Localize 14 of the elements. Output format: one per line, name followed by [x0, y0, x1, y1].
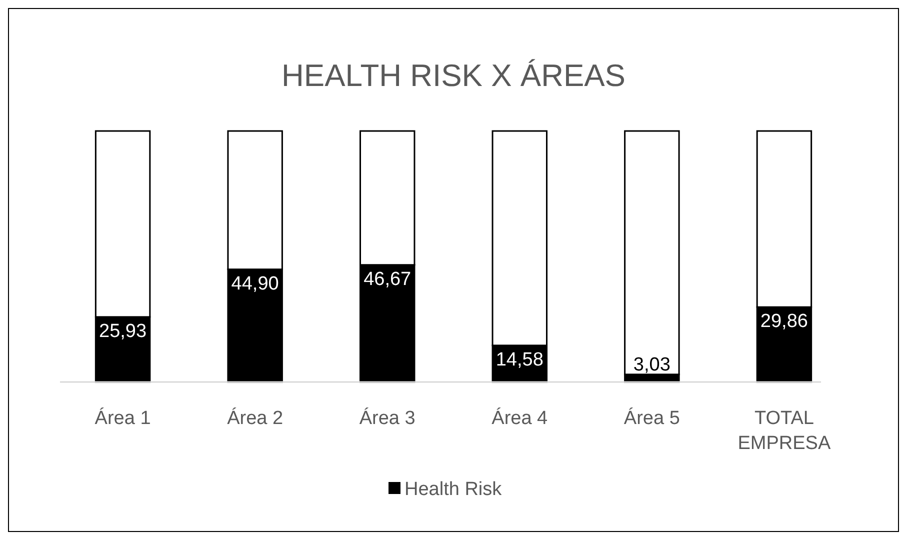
- data-label: 14,58: [496, 349, 544, 370]
- x-tick-label: Área 5: [624, 407, 680, 429]
- chart-title: HEALTH RISK X ÁREAS: [282, 58, 626, 93]
- legend-label: Health Risk: [404, 479, 502, 500]
- data-label: 29,86: [760, 311, 808, 332]
- x-tick-label: Área 2: [227, 407, 284, 429]
- x-tick-label: Área 3: [359, 407, 416, 429]
- x-tick-label: Área 1: [94, 407, 151, 429]
- x-tick-label: Área 4: [492, 407, 548, 429]
- data-label: 44,90: [231, 273, 279, 294]
- x-tick-label: TOTAL EMPRESA: [738, 408, 831, 454]
- data-label: 46,67: [364, 268, 412, 290]
- data-label: 3,03: [633, 354, 670, 376]
- data-label: 25,93: [99, 320, 147, 342]
